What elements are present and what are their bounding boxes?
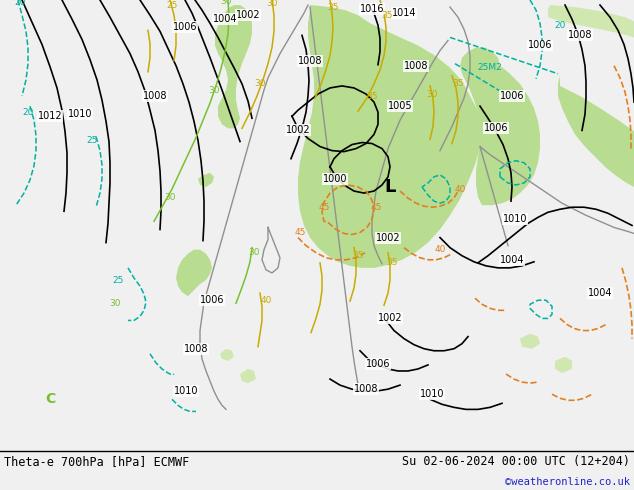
Text: 1010: 1010 bbox=[503, 214, 527, 224]
Text: L: L bbox=[384, 178, 396, 196]
Text: 20: 20 bbox=[22, 108, 34, 117]
Text: 35: 35 bbox=[381, 11, 392, 20]
Text: 35: 35 bbox=[386, 258, 398, 268]
Text: 1010: 1010 bbox=[68, 109, 93, 119]
Text: 30: 30 bbox=[220, 0, 232, 5]
Text: 25M2: 25M2 bbox=[477, 63, 502, 72]
Text: 1002: 1002 bbox=[378, 314, 403, 323]
Text: 30: 30 bbox=[249, 248, 260, 257]
Text: 1010: 1010 bbox=[174, 386, 198, 396]
Text: Su 02-06-2024 00:00 UTC (12+204): Su 02-06-2024 00:00 UTC (12+204) bbox=[402, 455, 630, 468]
Text: 30: 30 bbox=[164, 193, 176, 201]
Text: 1016: 1016 bbox=[359, 4, 384, 14]
Text: 1014: 1014 bbox=[392, 8, 417, 18]
Text: 1006: 1006 bbox=[200, 295, 224, 305]
Text: 1008: 1008 bbox=[143, 91, 167, 101]
Polygon shape bbox=[558, 76, 634, 187]
Text: C: C bbox=[45, 392, 55, 406]
Text: 1004: 1004 bbox=[213, 14, 237, 24]
Text: 1012: 1012 bbox=[37, 111, 62, 121]
Text: 1004: 1004 bbox=[588, 288, 612, 298]
Text: 35: 35 bbox=[452, 79, 463, 88]
Text: 1005: 1005 bbox=[387, 101, 412, 111]
Text: 1006: 1006 bbox=[527, 41, 552, 50]
Text: 45: 45 bbox=[318, 203, 330, 212]
Text: 30: 30 bbox=[426, 90, 437, 98]
Text: 25: 25 bbox=[112, 275, 124, 285]
Text: 40: 40 bbox=[434, 245, 446, 254]
Text: 1006: 1006 bbox=[172, 22, 197, 32]
Text: 1000: 1000 bbox=[323, 174, 347, 184]
Text: 1002: 1002 bbox=[376, 233, 400, 243]
Polygon shape bbox=[220, 349, 234, 361]
Text: 1002: 1002 bbox=[286, 125, 310, 135]
Text: 30: 30 bbox=[208, 86, 220, 96]
Text: 25: 25 bbox=[166, 0, 178, 9]
Text: ©weatheronline.co.uk: ©weatheronline.co.uk bbox=[505, 477, 630, 487]
Polygon shape bbox=[176, 250, 212, 296]
Text: 1006: 1006 bbox=[484, 123, 508, 133]
Text: 20: 20 bbox=[554, 21, 566, 30]
Text: 40: 40 bbox=[455, 185, 466, 194]
Text: 1008: 1008 bbox=[184, 344, 208, 354]
Text: 1008: 1008 bbox=[568, 30, 592, 40]
Polygon shape bbox=[215, 5, 252, 128]
Text: 40: 40 bbox=[261, 296, 272, 305]
Text: 35: 35 bbox=[353, 251, 364, 260]
Text: 1002: 1002 bbox=[236, 10, 261, 20]
Text: 45: 45 bbox=[370, 203, 382, 212]
Text: 1006: 1006 bbox=[366, 359, 391, 369]
Polygon shape bbox=[198, 173, 214, 187]
Text: 1006: 1006 bbox=[500, 91, 524, 101]
Text: 20: 20 bbox=[15, 0, 26, 6]
Polygon shape bbox=[555, 357, 572, 373]
Polygon shape bbox=[240, 369, 256, 383]
Text: Theta-e 700hPa [hPa] ECMWF: Theta-e 700hPa [hPa] ECMWF bbox=[4, 455, 190, 468]
Text: 30: 30 bbox=[266, 0, 278, 7]
Polygon shape bbox=[548, 5, 634, 37]
Text: 45: 45 bbox=[294, 228, 306, 237]
Polygon shape bbox=[520, 334, 540, 349]
Polygon shape bbox=[460, 48, 540, 205]
Text: 30: 30 bbox=[109, 299, 120, 308]
Text: 30: 30 bbox=[254, 79, 266, 88]
Text: 35: 35 bbox=[327, 2, 339, 12]
Text: 1010: 1010 bbox=[420, 389, 444, 399]
Polygon shape bbox=[298, 5, 482, 268]
Text: 1004: 1004 bbox=[500, 255, 524, 265]
Text: 1008: 1008 bbox=[298, 56, 322, 66]
Text: 1008: 1008 bbox=[404, 61, 428, 71]
Text: 1008: 1008 bbox=[354, 384, 378, 394]
Text: 35: 35 bbox=[366, 92, 378, 100]
Text: 25: 25 bbox=[86, 136, 98, 145]
